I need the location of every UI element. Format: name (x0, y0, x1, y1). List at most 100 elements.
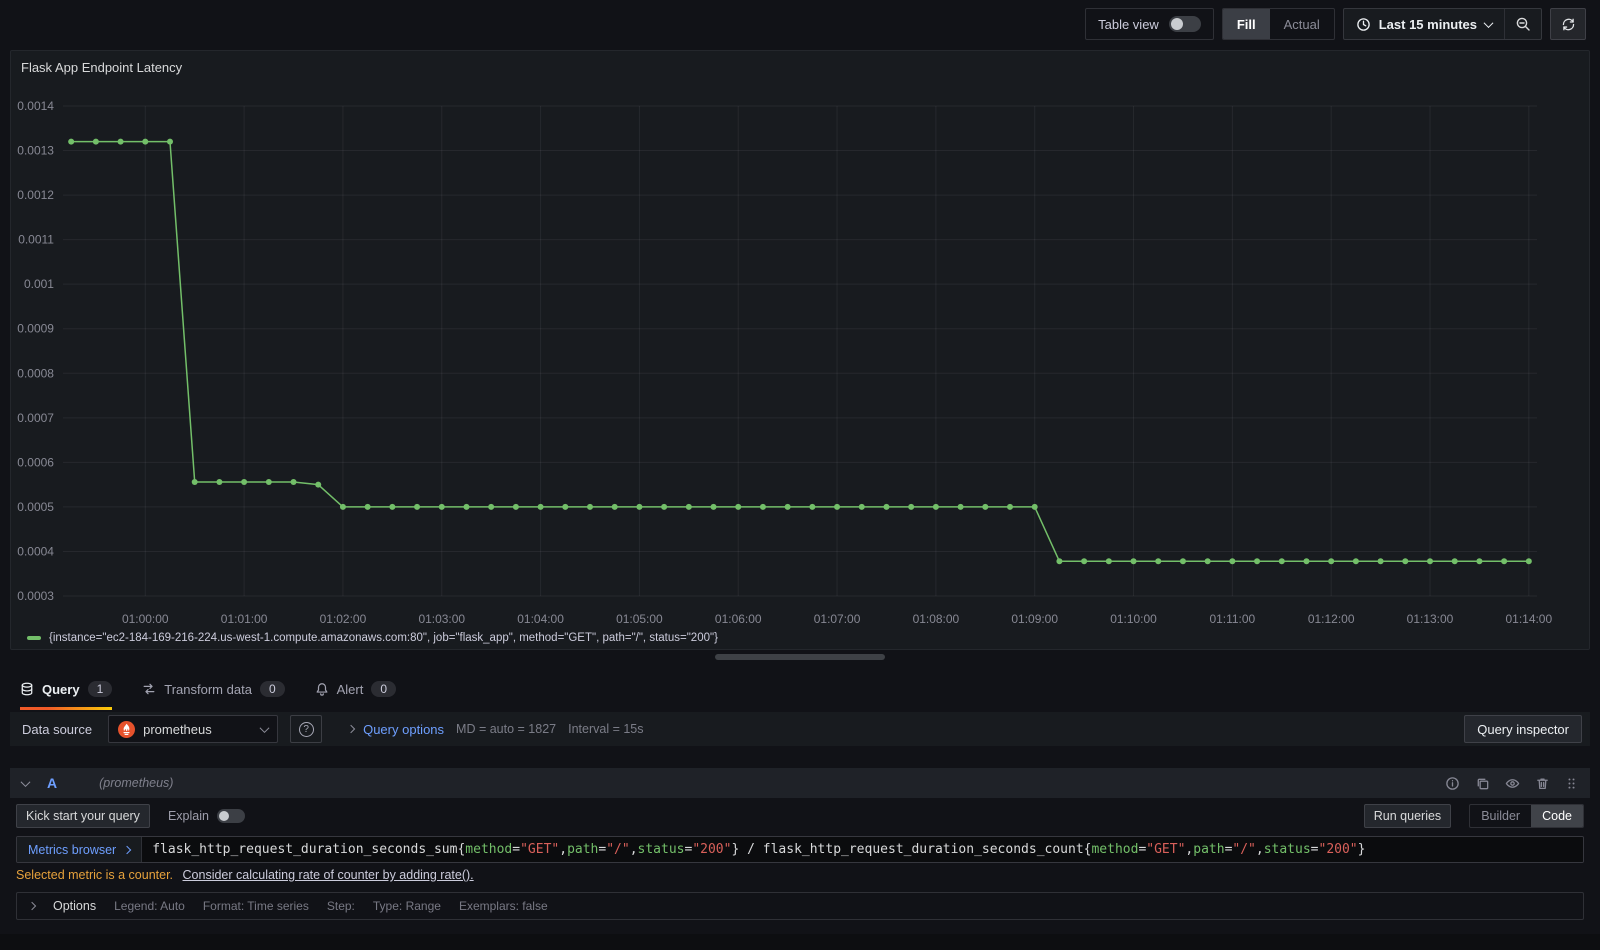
data-point (1303, 558, 1310, 565)
panel-title: Flask App Endpoint Latency (21, 60, 183, 75)
data-point (1352, 558, 1359, 565)
promql-token: path (567, 842, 599, 857)
data-point (759, 503, 766, 510)
tab-alert-badge: 0 (371, 681, 397, 697)
counter-warning: Selected metric is a counter. Consider c… (16, 868, 1584, 882)
promql-token: "200" (692, 842, 732, 857)
y-tick-label: 0.0006 (17, 455, 54, 469)
fill-button[interactable]: Fill (1222, 9, 1270, 39)
timeseries-panel: Flask App Endpoint Latency 0.0014 0.0013 0… (10, 50, 1590, 650)
options-caret-icon[interactable] (27, 901, 37, 911)
data-point (784, 503, 791, 510)
table-view-toggle[interactable] (1168, 16, 1201, 32)
query-inspector-button[interactable]: Query inspector (1464, 715, 1582, 743)
data-source-label: Data source (22, 721, 93, 737)
data-point (932, 503, 939, 510)
table-view-label: Table view (1098, 16, 1159, 32)
actual-button[interactable]: Actual (1283, 16, 1320, 32)
data-point (438, 503, 445, 510)
bell-icon (316, 683, 328, 696)
x-tick-label: 01:00:00 (122, 612, 169, 626)
x-tick-label: 01:09:00 (1011, 612, 1058, 626)
promql-token: "200" (1318, 842, 1358, 857)
data-point (463, 503, 470, 510)
data-point (1179, 558, 1186, 565)
refresh-icon (1562, 18, 1574, 30)
data-point (1402, 558, 1409, 565)
promql-token: = (1138, 842, 1147, 857)
tab-alert[interactable]: Alert 0 (315, 668, 397, 710)
eye-icon[interactable] (1505, 776, 1520, 791)
y-tick-label: 0.0008 (17, 366, 54, 380)
data-point (1377, 558, 1384, 565)
x-tick-label: 01:08:00 (913, 612, 960, 626)
refresh-button[interactable] (1550, 8, 1586, 40)
code-button[interactable]: Code (1531, 805, 1583, 827)
promql-token: = (1224, 842, 1233, 857)
data-point (587, 503, 593, 510)
x-tick-label: 01:01:00 (221, 612, 268, 626)
builder-button[interactable]: Builder (1481, 809, 1521, 823)
info-circle-icon[interactable] (1445, 776, 1460, 791)
help-circle-icon: ? (298, 721, 314, 737)
data-point (562, 503, 569, 510)
time-range-button[interactable]: Last 15 minutes (1344, 9, 1504, 39)
data-point (1031, 503, 1038, 510)
data-point (1254, 558, 1261, 565)
query-options-label: Query options (363, 721, 445, 737)
data-point (265, 478, 272, 485)
collapse-caret-icon[interactable] (20, 776, 31, 787)
builder-code-switch: Builder Code (1469, 804, 1584, 828)
data-point (68, 138, 75, 145)
data-point (809, 503, 816, 510)
data-point (611, 503, 618, 510)
data-source-value: prometheus (143, 721, 212, 737)
x-tick-label: 01:04:00 (517, 612, 564, 626)
option-type: Type: Range (372, 899, 441, 913)
promql-input[interactable]: flask_http_request_duration_seconds_sum{… (142, 837, 1583, 862)
tab-transform[interactable]: Transform data 0 (142, 668, 285, 710)
query-ref-id: A (47, 775, 58, 791)
data-point (834, 503, 841, 510)
tab-query[interactable]: Query 1 (20, 668, 113, 710)
data-source-picker[interactable]: prometheus (108, 715, 279, 743)
promql-token: } (1357, 842, 1366, 857)
data-point (735, 503, 742, 510)
chart-legend[interactable]: {instance="ec2-184-169-216-224.us-west-1… (27, 632, 718, 644)
promql-token: flask_http_request_duration_seconds_sum{ (152, 842, 466, 857)
data-point (1451, 558, 1458, 565)
transform-icon (143, 683, 155, 695)
copy-icon[interactable] (1475, 776, 1490, 791)
data-point (1278, 558, 1285, 565)
explain-toggle[interactable] (216, 809, 245, 823)
data-point (1229, 558, 1236, 565)
query-row-header[interactable]: A (prometheus) (10, 768, 1590, 798)
timeseries-chart[interactable]: 0.0014 0.0013 0.0012 0.0011 0.001 0.0009 0.000… (11, 51, 1589, 649)
drag-handle-icon[interactable] (1565, 776, 1578, 791)
kick-start-button[interactable]: Kick start your query (16, 804, 150, 828)
promql-token: "GET" (1146, 842, 1186, 857)
zoom-out-button[interactable] (1504, 9, 1541, 39)
data-point (191, 478, 198, 485)
query-options-toggle[interactable]: Query options (346, 721, 445, 737)
warning-rate-link[interactable]: Consider calculating rate of counter by … (182, 868, 474, 882)
data-point (1130, 558, 1137, 565)
option-legend: Legend: Auto (114, 899, 185, 913)
run-queries-button[interactable]: Run queries (1363, 804, 1452, 828)
x-tick-label: 01:07:00 (814, 612, 861, 626)
promql-token: , (1255, 842, 1264, 857)
trash-icon[interactable] (1535, 776, 1550, 791)
query-toolbar: Data source prometheus ? Query options M… (10, 712, 1590, 746)
warning-text: Selected metric is a counter. (16, 868, 174, 882)
data-source-help-button[interactable]: ? (290, 715, 323, 743)
panel-resize-handle[interactable] (715, 654, 885, 660)
series-swatch (27, 636, 41, 640)
time-picker-group: Last 15 minutes (1342, 8, 1542, 40)
query-options-summary[interactable]: Options Legend: Auto Format: Time series… (16, 892, 1584, 920)
zoom-out-icon (1516, 17, 1530, 31)
promql-token: "/" (606, 842, 630, 857)
x-tick-label: 01:05:00 (616, 612, 663, 626)
metrics-browser-button[interactable]: Metrics browser (17, 837, 143, 862)
editor-tabbar: Query 1 Transform data 0 Alert 0 (10, 668, 1590, 710)
tab-transform-badge: 0 (259, 681, 285, 697)
